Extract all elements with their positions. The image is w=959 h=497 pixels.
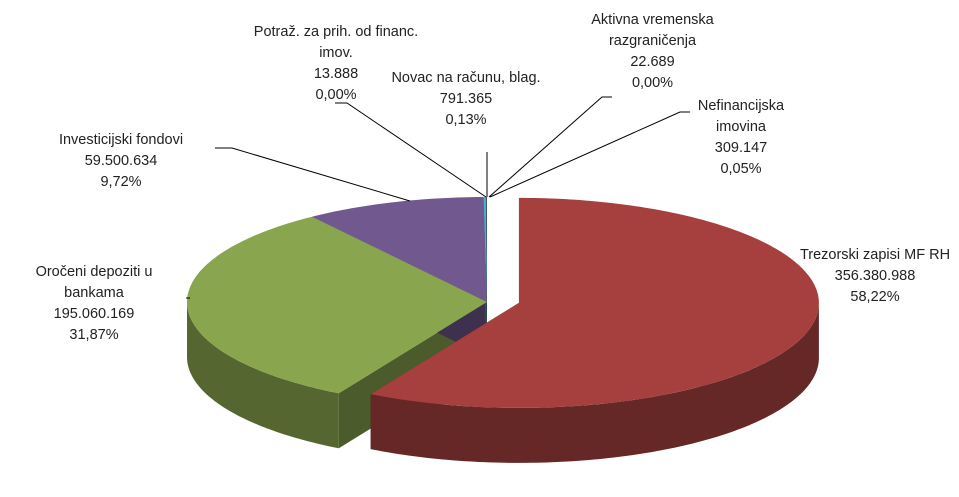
percent-label: 0,13% — [445, 112, 487, 128]
slice — [312, 197, 487, 302]
slice — [483, 197, 487, 302]
category: Novac na računu, blag. — [391, 70, 541, 86]
slice-label: Trezorski zapisi MF RH 356.380.988 58,22% — [790, 245, 959, 308]
category: Nefinancijska imovina — [697, 98, 785, 135]
value-label: 356.380.988 — [834, 268, 916, 284]
percent-label: 58,22% — [850, 289, 900, 305]
category: Oročeni depoziti u bankama — [35, 264, 153, 301]
value-label: 309.147 — [714, 140, 768, 156]
category: Trezorski zapisi MF RH — [799, 247, 951, 263]
leader-line — [215, 147, 411, 202]
slice — [486, 197, 487, 302]
slice-label: Nefinancijska imovina 309.147 0,05% — [682, 96, 800, 180]
category: Aktivna vremenska razgraničenja — [591, 12, 714, 49]
slice-side — [187, 302, 339, 449]
leader-line — [489, 111, 690, 198]
leader-line — [335, 102, 487, 198]
slice — [187, 216, 487, 394]
category: Potraž. za prih. od financ. imov. — [253, 24, 419, 61]
slice — [485, 197, 487, 302]
value-label: 59.500.634 — [84, 153, 158, 169]
value-label: 195.060.169 — [53, 306, 135, 322]
slice-side — [370, 302, 819, 463]
value-label: 22.689 — [630, 54, 675, 70]
percent-label: 31,87% — [69, 327, 119, 343]
slice-label: Potraž. za prih. od financ. imov. 13.888 0… — [250, 22, 422, 106]
leader-line — [488, 96, 612, 198]
percent-label: 0,05% — [720, 161, 762, 177]
value-label: 791.365 — [439, 91, 493, 107]
percent-label: 0,00% — [631, 75, 674, 91]
percent-label: 0,00% — [315, 87, 357, 103]
slice-label: Aktivna vremenska razgraničenja 22.689 0,0… — [565, 10, 740, 94]
slice — [483, 197, 487, 302]
slice-label: Novac na računu, blag. 791.365 0,13% — [390, 68, 542, 131]
slice-label: Investicijski fondovi 59.500.634 9,72% — [5, 130, 237, 193]
slice — [370, 197, 819, 408]
percent-label: 9,72% — [100, 174, 142, 190]
value-label: 13.888 — [313, 66, 359, 82]
category: Investicijski fondovi — [58, 132, 184, 148]
slice-label: Oročeni depoziti u bankama 195.060.169 31,… — [5, 262, 183, 346]
